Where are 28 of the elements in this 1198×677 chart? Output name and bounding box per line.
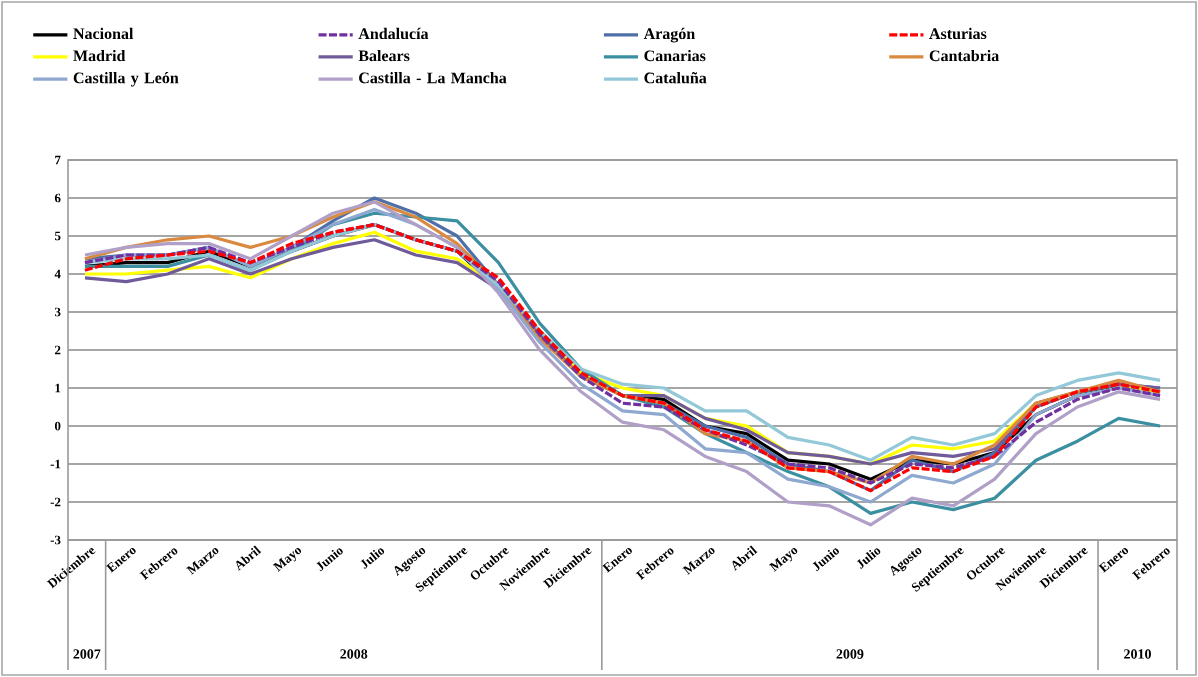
text: 2010 [1124, 649, 1151, 659]
legend-label: Castilla - La Mancha [359, 72, 507, 84]
y-tick-label: 2 [54, 345, 61, 355]
y-tick-label: -3 [50, 535, 61, 545]
x-tick-label: Julio [360, 548, 385, 569]
legend-label: Balears [358, 49, 410, 62]
y-tick-label: 7 [55, 155, 61, 165]
y-tick-label: 0 [54, 421, 61, 431]
y-tick-label: 1 [55, 383, 61, 393]
legend-label: Asturias [929, 27, 987, 40]
legend-label: Madrid [73, 49, 126, 62]
y-tick-label: -1 [50, 459, 61, 469]
legend-label: Andalucía [358, 27, 429, 40]
y-tick-label: 5 [54, 231, 61, 241]
y-tick-label: 4 [54, 269, 61, 279]
legend-label: Canarias [644, 49, 706, 62]
x-tick-label: Julio [856, 548, 881, 569]
legend-label: Cataluña [644, 72, 707, 84]
y-tick-label: -2 [50, 497, 61, 507]
legend-label: Cantabria [929, 49, 999, 62]
y-tick-label: 6 [54, 193, 61, 203]
legend-label: Aragón [643, 27, 695, 43]
text: 2007 [73, 649, 101, 659]
text: 2009 [836, 649, 864, 659]
text: 2008 [340, 649, 368, 659]
legend-label: Castilla y León [73, 72, 179, 87]
y-tick-label: 3 [54, 307, 61, 317]
legend-label: Nacional [73, 27, 134, 40]
